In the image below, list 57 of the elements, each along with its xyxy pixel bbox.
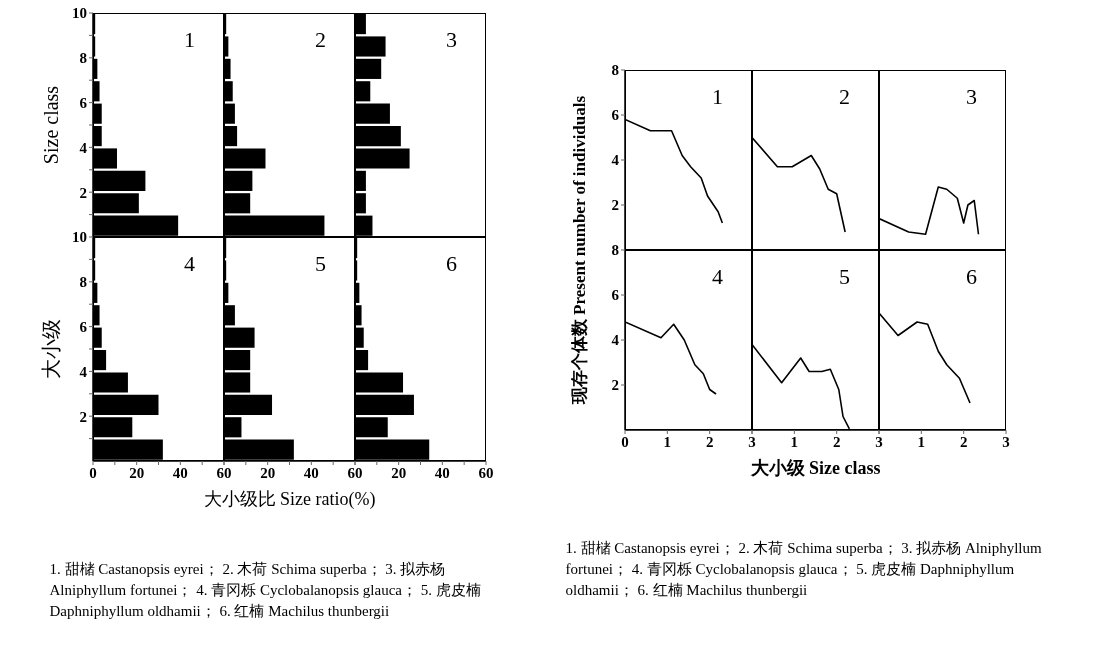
x-tick-label: 1 <box>790 433 799 450</box>
x-tick-label: 40 <box>172 464 188 481</box>
x-tick-label: 40 <box>434 464 450 481</box>
x-tick-label: 3 <box>748 433 756 450</box>
y-tick-label: 4 <box>611 152 620 169</box>
text: 1. 甜槠 Castanopsis eyrei； 2. 木荷 Schima superba； 3. 拟赤杨 Alniphyllum fortunei； 4. 青冈栎 Cyclobalanopsis glauca； 5. 虎皮楠 Daphniphyllum oldhamii； 6. 红楠 Machilus thunbergii <box>49 560 482 621</box>
x-tick-label: 20 <box>260 464 276 481</box>
x-tick-label: 60 <box>216 464 232 481</box>
x-axis-title: 大小级比 Size ratio(%) <box>203 488 376 511</box>
y-tick-label: 8 <box>611 62 619 79</box>
x-tick-label: 3 <box>875 433 883 450</box>
text: 6 <box>446 251 457 277</box>
y-axis-title: 大小级 <box>38 319 63 379</box>
y-tick-label: 2 <box>611 197 619 214</box>
y-tick-label: 6 <box>611 107 620 124</box>
x-tick-label: 1 <box>917 433 926 450</box>
text: 3 <box>966 84 977 110</box>
text: 3 <box>446 27 457 53</box>
text: 1. 甜槠 Castanopsis eyrei； 2. 木荷 Schima superba； 3. 拟赤杨 Alniphyllum fortunei； 4. 青冈栎 Cyclobalanopsis glauca； 5. 虎皮楠 Daphniphyllum oldhamii； 6. 红楠 Machilus thunbergii <box>565 539 1043 600</box>
text: 5 <box>839 264 850 290</box>
y-axis-title: 现存个体数 Present number of individuals <box>568 95 590 405</box>
text: 1 <box>184 27 195 53</box>
x-tick-label: 20 <box>129 464 145 481</box>
x-tick-label: 20 <box>391 464 407 481</box>
text: 2 <box>315 27 326 53</box>
x-tick-label: 2 <box>959 433 968 450</box>
text: 4 <box>712 264 723 290</box>
y-tick-label: 2 <box>79 184 87 201</box>
x-tick-label: 1 <box>663 433 672 450</box>
x-tick-label: 0 <box>621 433 629 450</box>
y-tick-label: 8 <box>79 50 87 67</box>
y-tick-label: 2 <box>611 377 619 394</box>
y-tick-label: 8 <box>611 242 619 259</box>
y-tick-label: 10 <box>72 5 87 22</box>
x-tick-label: 40 <box>303 464 319 481</box>
text: 2 <box>839 84 850 110</box>
y-tick-label: 6 <box>79 318 88 335</box>
y-tick-label: 4 <box>611 332 620 349</box>
y-tick-label: 4 <box>79 363 88 380</box>
x-axis-title: 大小级 Size class <box>750 457 881 480</box>
x-tick-label: 2 <box>705 433 714 450</box>
text: 6 <box>966 264 977 290</box>
y-tick-label: 6 <box>79 94 88 111</box>
y-tick-label: 10 <box>72 229 87 246</box>
x-tick-label: 0 <box>89 464 97 481</box>
y-tick-label: 8 <box>79 274 87 291</box>
text: 5 <box>315 251 326 277</box>
x-tick-label: 2 <box>832 433 841 450</box>
x-tick-label: 60 <box>478 464 494 481</box>
text: 1 <box>712 84 723 110</box>
y-tick-label: 4 <box>79 139 88 156</box>
x-tick-label: 3 <box>1002 433 1010 450</box>
y-tick-label: 6 <box>611 287 620 304</box>
y-axis-title: Size class <box>39 85 63 165</box>
text: 4 <box>184 251 195 277</box>
x-tick-label: 60 <box>347 464 363 481</box>
y-tick-label: 2 <box>79 408 87 425</box>
